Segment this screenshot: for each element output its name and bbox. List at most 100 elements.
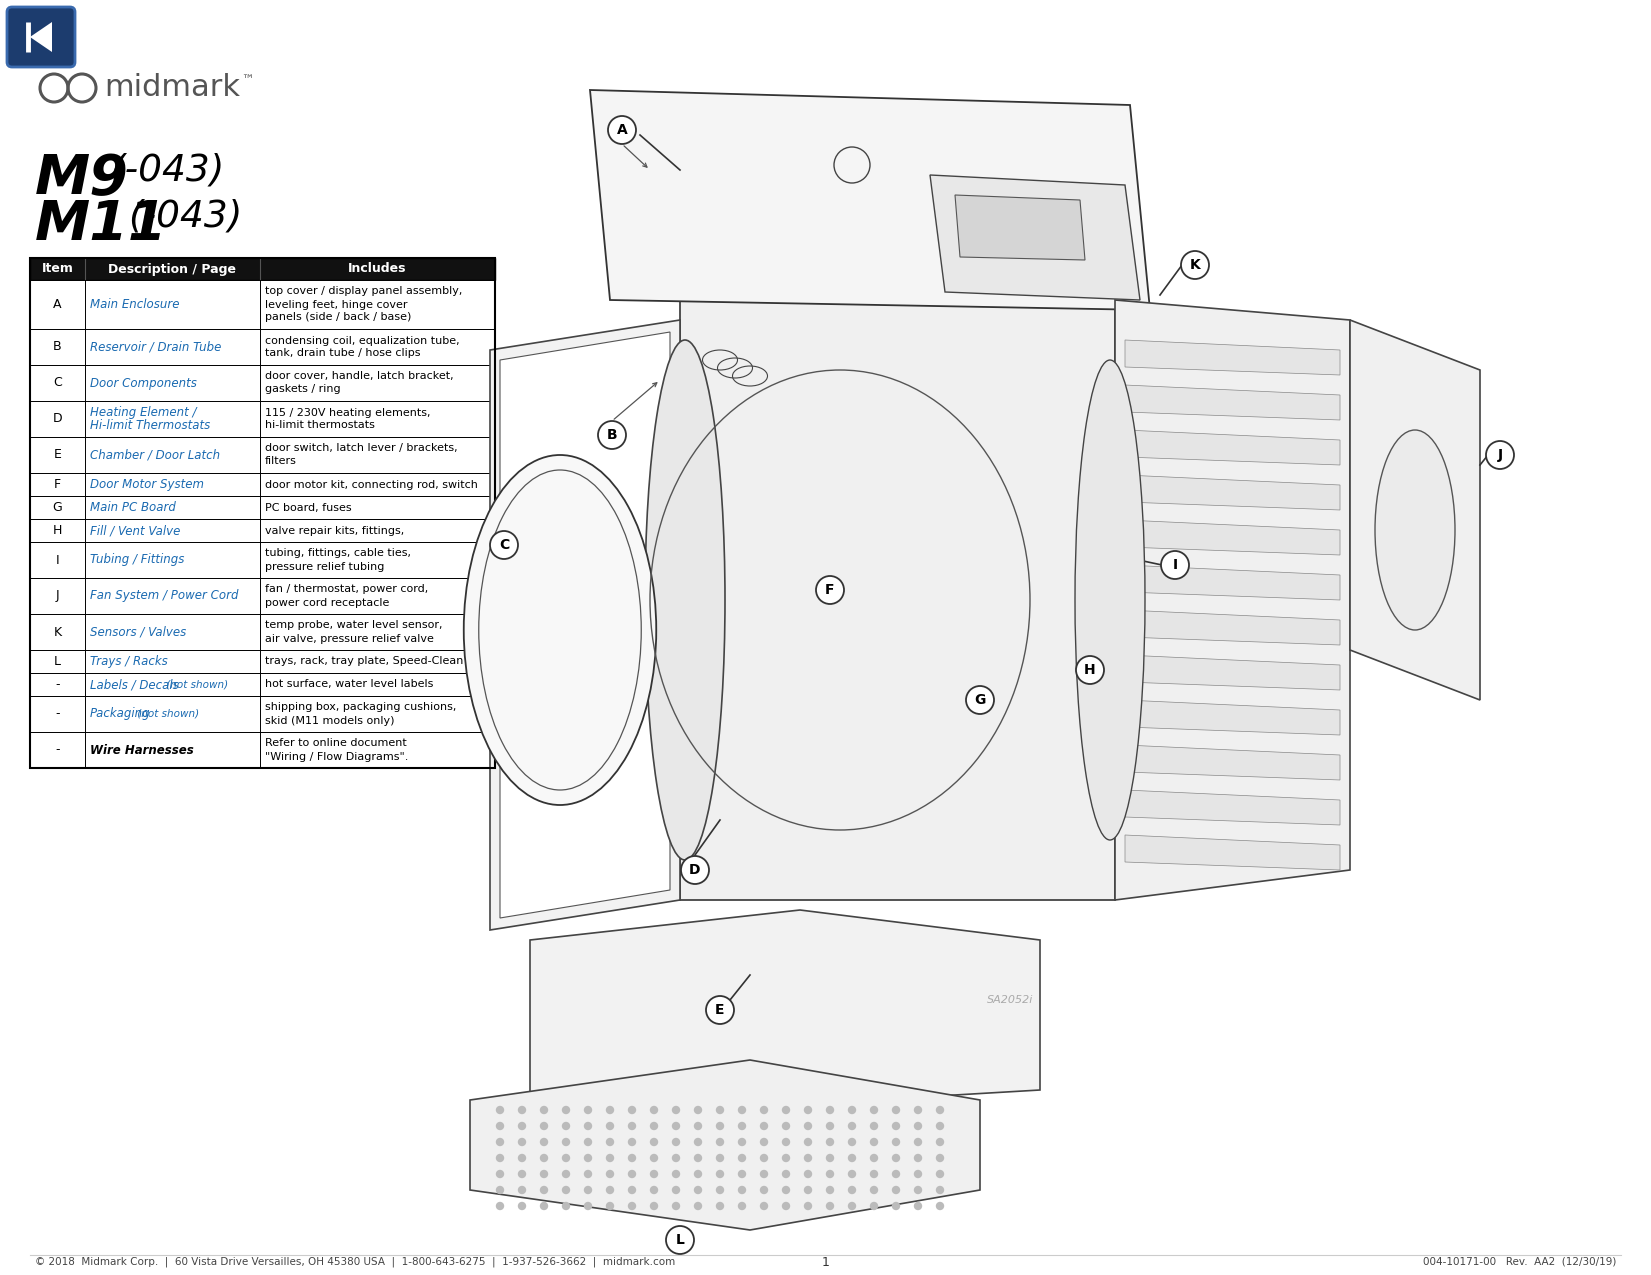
Circle shape bbox=[672, 1154, 680, 1162]
Ellipse shape bbox=[464, 455, 655, 805]
Circle shape bbox=[915, 1187, 921, 1193]
Circle shape bbox=[650, 1202, 657, 1210]
Circle shape bbox=[540, 1122, 548, 1130]
Text: hot surface, water level labels: hot surface, water level labels bbox=[266, 680, 433, 690]
Text: Reservoir / Drain Tube: Reservoir / Drain Tube bbox=[91, 340, 221, 353]
Circle shape bbox=[738, 1107, 746, 1113]
FancyBboxPatch shape bbox=[7, 6, 74, 68]
Circle shape bbox=[584, 1202, 591, 1210]
Text: fan / thermostat, power cord,: fan / thermostat, power cord, bbox=[266, 584, 428, 594]
Circle shape bbox=[665, 1227, 693, 1255]
Circle shape bbox=[540, 1139, 548, 1145]
Circle shape bbox=[870, 1170, 877, 1178]
Text: J: J bbox=[1497, 448, 1502, 462]
Circle shape bbox=[672, 1122, 680, 1130]
Circle shape bbox=[1486, 441, 1514, 469]
Circle shape bbox=[783, 1202, 789, 1210]
Circle shape bbox=[849, 1122, 855, 1130]
Text: Tubing / Fittings: Tubing / Fittings bbox=[91, 553, 185, 566]
Polygon shape bbox=[930, 175, 1139, 300]
Polygon shape bbox=[1124, 790, 1341, 825]
Text: Description / Page: Description / Page bbox=[109, 263, 236, 275]
Circle shape bbox=[915, 1122, 921, 1130]
Circle shape bbox=[717, 1154, 723, 1162]
Circle shape bbox=[1161, 551, 1189, 579]
Circle shape bbox=[629, 1202, 636, 1210]
Text: J: J bbox=[56, 589, 59, 603]
Polygon shape bbox=[1351, 320, 1479, 700]
Circle shape bbox=[717, 1187, 723, 1193]
Text: Hi-limit Thermostats: Hi-limit Thermostats bbox=[91, 419, 210, 432]
Bar bbox=[30, 650, 495, 673]
Circle shape bbox=[783, 1122, 789, 1130]
Text: C: C bbox=[499, 538, 509, 552]
Polygon shape bbox=[30, 22, 51, 52]
Circle shape bbox=[783, 1107, 789, 1113]
Text: power cord receptacle: power cord receptacle bbox=[266, 598, 390, 607]
Text: D: D bbox=[53, 413, 63, 426]
Circle shape bbox=[497, 1154, 504, 1162]
Circle shape bbox=[870, 1107, 877, 1113]
Circle shape bbox=[761, 1122, 768, 1130]
Text: door switch, latch lever / brackets,: door switch, latch lever / brackets, bbox=[266, 444, 457, 454]
Text: 115 / 230V heating elements,: 115 / 230V heating elements, bbox=[266, 408, 431, 417]
Text: skid (M11 models only): skid (M11 models only) bbox=[266, 715, 395, 725]
Circle shape bbox=[540, 1107, 548, 1113]
Circle shape bbox=[870, 1202, 877, 1210]
Text: M9: M9 bbox=[35, 152, 129, 207]
Text: (-043): (-043) bbox=[111, 152, 225, 187]
Circle shape bbox=[738, 1170, 746, 1178]
Text: G: G bbox=[974, 694, 986, 708]
Circle shape bbox=[584, 1154, 591, 1162]
Text: shipping box, packaging cushions,: shipping box, packaging cushions, bbox=[266, 703, 456, 713]
Circle shape bbox=[563, 1154, 570, 1162]
Circle shape bbox=[738, 1154, 746, 1162]
Circle shape bbox=[893, 1170, 900, 1178]
Text: Packaging: Packaging bbox=[91, 708, 150, 720]
Circle shape bbox=[936, 1154, 943, 1162]
Text: A: A bbox=[53, 298, 61, 311]
Bar bbox=[30, 732, 495, 768]
Text: PC board, fuses: PC board, fuses bbox=[266, 502, 352, 513]
Circle shape bbox=[629, 1139, 636, 1145]
Text: L: L bbox=[675, 1233, 685, 1247]
Circle shape bbox=[540, 1187, 548, 1193]
Bar bbox=[30, 696, 495, 732]
Text: leveling feet, hinge cover: leveling feet, hinge cover bbox=[266, 300, 408, 310]
Circle shape bbox=[936, 1107, 943, 1113]
Text: I: I bbox=[56, 553, 59, 566]
Circle shape bbox=[738, 1187, 746, 1193]
Circle shape bbox=[650, 1170, 657, 1178]
Text: -: - bbox=[54, 708, 59, 720]
Circle shape bbox=[563, 1139, 570, 1145]
Text: H: H bbox=[1085, 663, 1096, 677]
Text: air valve, pressure relief valve: air valve, pressure relief valve bbox=[266, 634, 434, 644]
Circle shape bbox=[738, 1122, 746, 1130]
Circle shape bbox=[804, 1154, 812, 1162]
Circle shape bbox=[650, 1122, 657, 1130]
Polygon shape bbox=[1124, 385, 1341, 419]
Circle shape bbox=[1076, 657, 1105, 683]
Circle shape bbox=[827, 1202, 834, 1210]
Circle shape bbox=[680, 856, 708, 884]
Circle shape bbox=[598, 421, 626, 449]
Text: gaskets / ring: gaskets / ring bbox=[266, 385, 340, 394]
Circle shape bbox=[827, 1122, 834, 1130]
Polygon shape bbox=[500, 332, 670, 918]
Circle shape bbox=[695, 1187, 702, 1193]
Circle shape bbox=[870, 1187, 877, 1193]
Text: (not shown): (not shown) bbox=[134, 709, 198, 719]
Ellipse shape bbox=[1375, 430, 1455, 630]
Text: L: L bbox=[54, 655, 61, 668]
Circle shape bbox=[827, 1187, 834, 1193]
Bar bbox=[30, 437, 495, 473]
Circle shape bbox=[870, 1139, 877, 1145]
Circle shape bbox=[804, 1139, 812, 1145]
Circle shape bbox=[849, 1154, 855, 1162]
Text: trays, rack, tray plate, Speed-Clean: trays, rack, tray plate, Speed-Clean bbox=[266, 657, 464, 667]
Polygon shape bbox=[1124, 476, 1341, 510]
Bar bbox=[30, 578, 495, 615]
Circle shape bbox=[707, 996, 735, 1024]
Circle shape bbox=[695, 1122, 702, 1130]
Polygon shape bbox=[1124, 565, 1341, 601]
